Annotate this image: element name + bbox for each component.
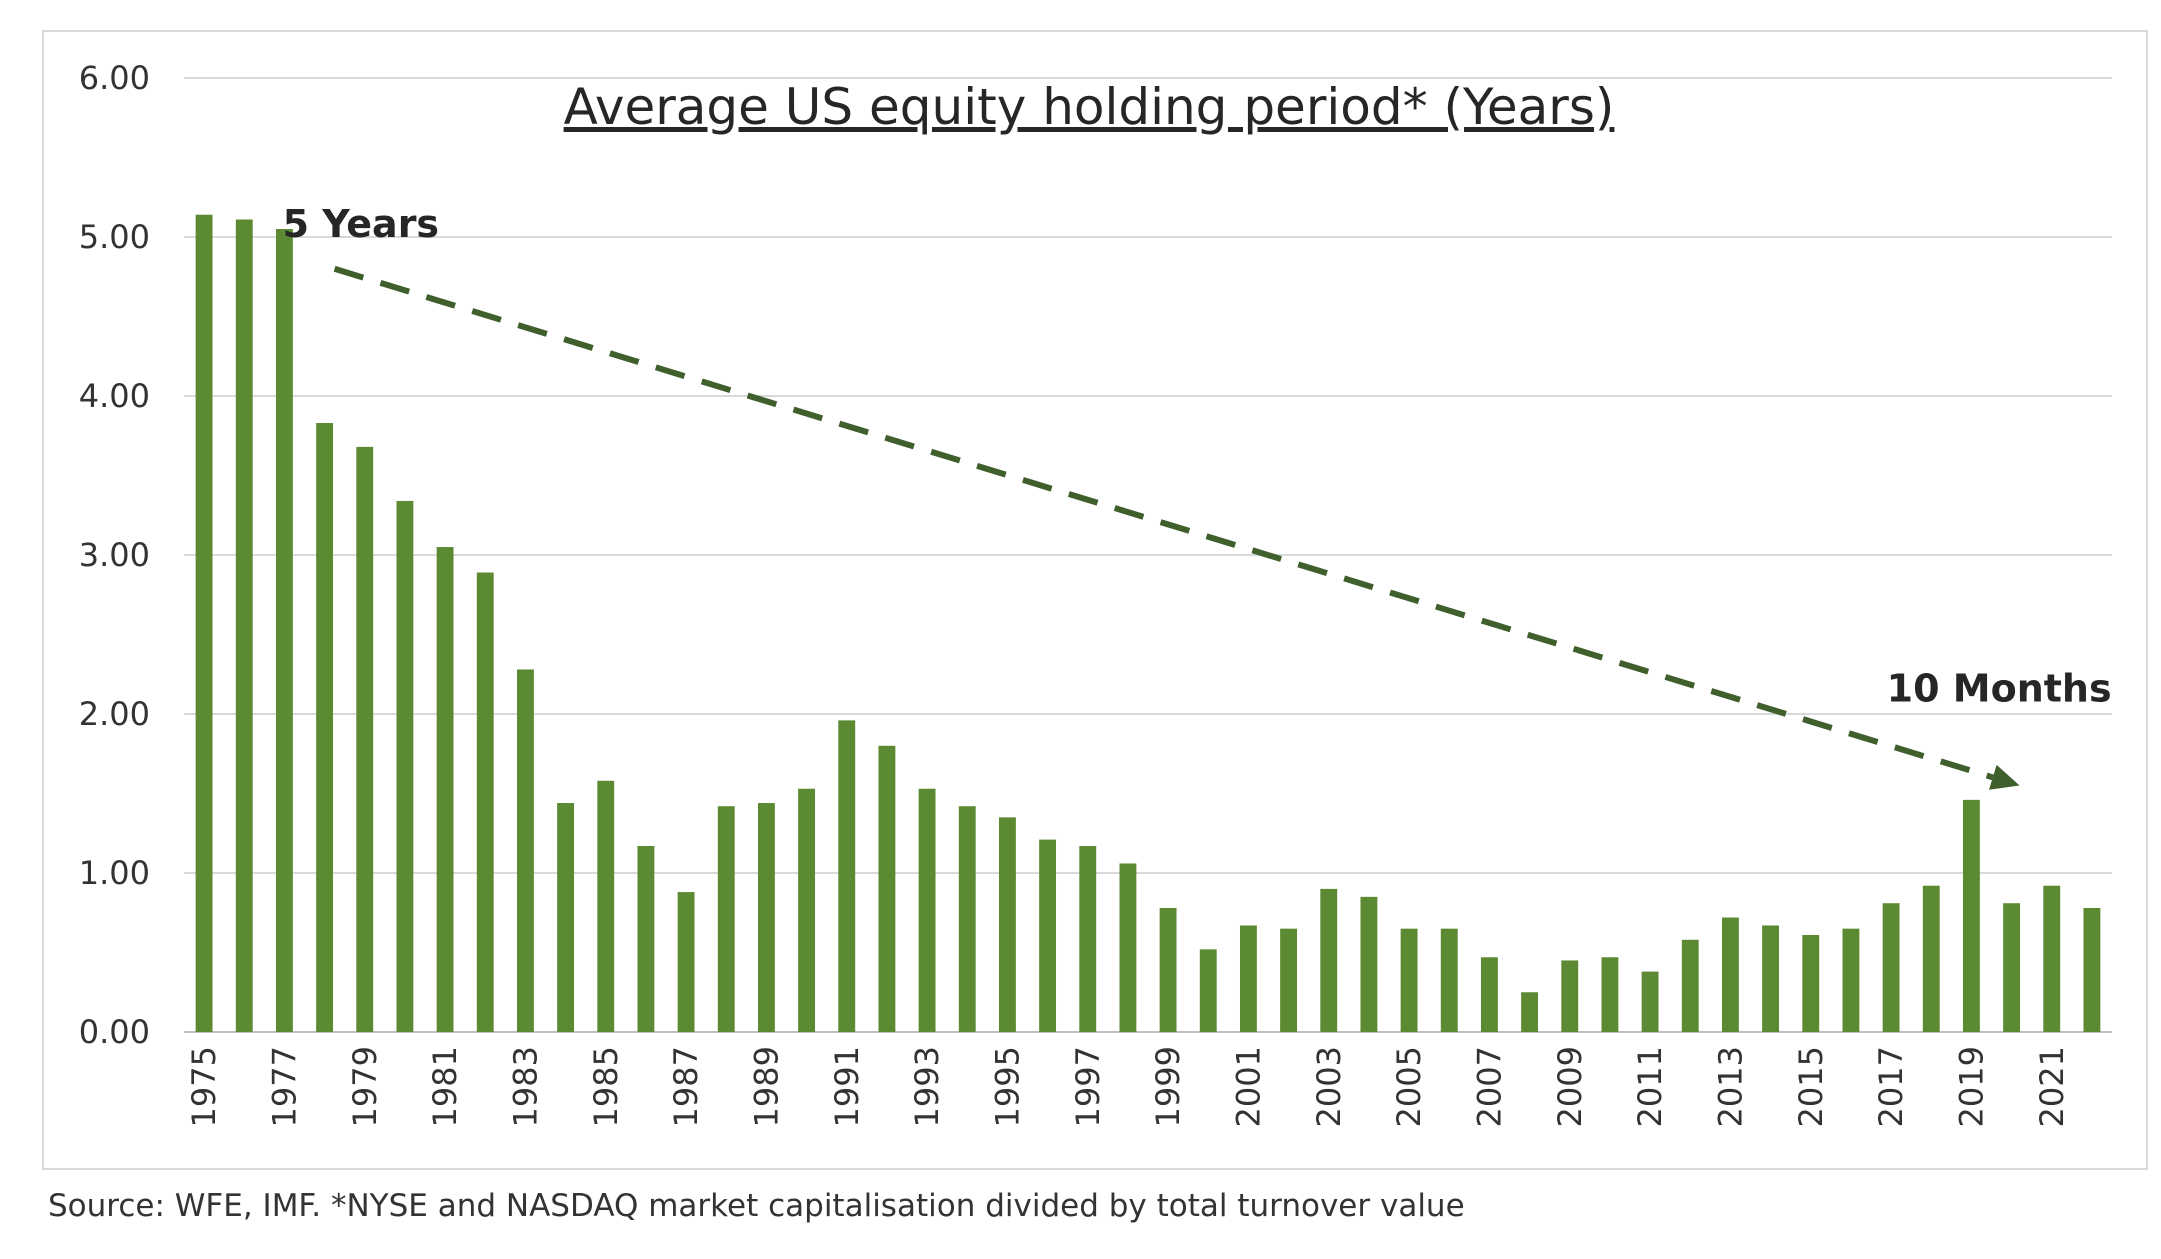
bar <box>436 547 454 1032</box>
x-tick-label: 2001 <box>1229 1046 1267 1127</box>
x-tick-label: 1985 <box>587 1046 625 1127</box>
bar <box>2043 885 2061 1032</box>
x-tick-label: 2005 <box>1390 1046 1428 1127</box>
bar-chart: 0.00 1.00 2.00 3.00 4.00 5.00 6.00 1975 1977 1979… <box>79 59 2112 1127</box>
bar <box>597 780 615 1032</box>
bar <box>1641 971 1659 1032</box>
x-tick-label: 2013 <box>1711 1046 1749 1127</box>
x-tick-label: 1975 <box>185 1046 223 1127</box>
bar <box>1842 928 1860 1032</box>
bar <box>1159 907 1177 1032</box>
bar <box>1721 917 1739 1032</box>
bar <box>1480 957 1498 1032</box>
bar <box>1601 957 1619 1032</box>
bar <box>1119 863 1137 1032</box>
x-tick-label: 1989 <box>747 1046 785 1127</box>
y-tick-label: 1.00 <box>79 854 150 892</box>
bar <box>1199 949 1217 1032</box>
bar <box>1239 925 1257 1032</box>
x-tick-label: 2021 <box>2033 1046 2071 1127</box>
bar <box>2003 903 2021 1032</box>
trend-arrow-head <box>1989 764 2020 790</box>
bar <box>1681 939 1699 1032</box>
x-tick-label: 1981 <box>426 1046 464 1127</box>
bar <box>717 806 735 1032</box>
x-tick-label: 2015 <box>1792 1046 1830 1127</box>
trend-arrow-line <box>333 265 1994 781</box>
bar <box>1882 903 1900 1032</box>
y-tick-label: 6.00 <box>79 59 150 97</box>
x-tick-label: 1999 <box>1149 1046 1187 1127</box>
x-tick-label: 1995 <box>988 1046 1026 1127</box>
bar <box>1802 935 1820 1032</box>
chart-title: Average US equity holding period* (Years… <box>564 78 1615 136</box>
bar <box>1360 896 1378 1032</box>
chart-frame: 0.00 1.00 2.00 3.00 4.00 5.00 6.00 1975 1977 1979… <box>42 30 2148 1170</box>
annotation-5-years: 5 Years <box>283 202 439 246</box>
bar <box>195 214 213 1033</box>
bar <box>958 806 976 1032</box>
source-note: Source: WFE, IMF. *NYSE and NASDAQ marke… <box>48 1188 1465 1224</box>
bar <box>1762 925 1780 1032</box>
bar <box>1440 928 1458 1032</box>
bar <box>275 229 293 1033</box>
bar <box>1922 885 1940 1032</box>
bar <box>1079 845 1097 1032</box>
bar <box>1320 888 1338 1032</box>
bar <box>1280 928 1298 1032</box>
bar <box>757 803 775 1032</box>
bar <box>878 745 896 1032</box>
bar <box>356 446 374 1032</box>
bar <box>1039 839 1057 1032</box>
bar <box>235 219 253 1032</box>
x-tick-label: 1997 <box>1069 1046 1107 1127</box>
x-tick-label: 2009 <box>1551 1046 1589 1127</box>
x-tick-label: 2007 <box>1470 1046 1508 1127</box>
x-tick-label: 1987 <box>667 1046 705 1127</box>
x-tick-label: 2019 <box>1952 1046 1990 1127</box>
bar <box>1400 928 1418 1032</box>
y-tick-label: 0.00 <box>79 1013 150 1051</box>
bar <box>1561 960 1579 1032</box>
bar <box>998 817 1016 1032</box>
x-tick-label: 1977 <box>265 1046 303 1127</box>
bar <box>1521 992 1539 1032</box>
bar <box>557 803 575 1032</box>
y-tick-label: 3.00 <box>79 536 150 574</box>
x-tick-label: 1991 <box>828 1046 866 1127</box>
x-tick-label: 1983 <box>506 1046 544 1127</box>
bar <box>516 669 534 1032</box>
bar <box>637 845 655 1032</box>
x-tick-label: 2003 <box>1310 1046 1348 1127</box>
bar <box>918 788 936 1032</box>
bar <box>677 892 695 1032</box>
y-tick-label: 5.00 <box>79 218 150 256</box>
x-tick-label: 2017 <box>1872 1046 1910 1127</box>
x-tick-label: 1979 <box>346 1046 384 1127</box>
bar <box>396 500 414 1032</box>
bar <box>316 423 334 1032</box>
y-tick-label: 4.00 <box>79 377 150 415</box>
bar <box>1962 799 1980 1032</box>
x-tick-label: 1993 <box>908 1046 946 1127</box>
annotation-10-months: 10 Months <box>1887 666 2112 710</box>
x-tick-label: 2011 <box>1631 1046 1669 1127</box>
y-tick-label: 2.00 <box>79 695 150 733</box>
bar <box>2083 907 2101 1032</box>
bar <box>798 788 816 1032</box>
bar <box>838 720 856 1032</box>
bar <box>476 572 494 1032</box>
